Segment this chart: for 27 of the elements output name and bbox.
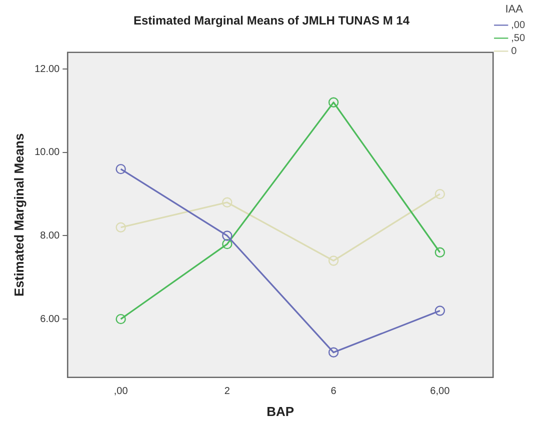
point (116, 314, 126, 324)
legend-title: IAA (505, 4, 524, 16)
point (222, 197, 232, 208)
legend-label: ,00 (511, 20, 526, 31)
y-tick-label: 6.00 (40, 314, 60, 325)
point (116, 222, 126, 232)
x-tick-label: 6 (330, 386, 337, 398)
point (434, 188, 446, 200)
point (222, 238, 232, 250)
legend-label: 0 (511, 46, 518, 57)
x-axis-title: BAP (266, 404, 294, 419)
y-tick-label: 8.00 (40, 230, 60, 242)
chart-title: Estimated Marginal Means of JMLH TUNAS M 14 (133, 14, 410, 28)
x-tick-label: 2 (224, 386, 230, 398)
point (222, 230, 232, 241)
point (328, 97, 339, 108)
point (434, 306, 446, 316)
y-axis-title: Estimated Marginal Means (11, 133, 26, 297)
legend-label: ,50 (511, 32, 526, 44)
x-tick-label: 6,00 (430, 386, 450, 398)
point (328, 256, 339, 266)
y-tick-label: 10.00 (34, 147, 60, 158)
x-tick-label: ,00 (114, 386, 128, 398)
point (116, 164, 126, 174)
point (328, 347, 339, 358)
y-tick-label: 12.00 (34, 64, 60, 75)
point (434, 247, 446, 258)
